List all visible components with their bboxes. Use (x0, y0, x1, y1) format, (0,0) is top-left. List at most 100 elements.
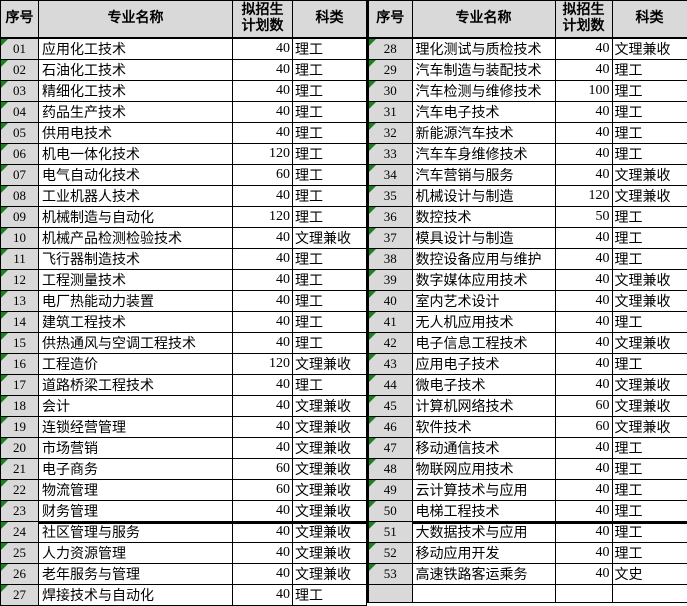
cell-major-name[interactable]: 人力资源管理 (38, 541, 233, 564)
cell-planned-enrollment[interactable]: 40 (554, 478, 613, 501)
cell-major-name[interactable]: 汽车制造与装配技术 (411, 58, 556, 81)
cell-planned-enrollment[interactable]: 50 (554, 205, 613, 228)
cell-serial-number[interactable]: 46 (367, 415, 413, 438)
cell-planned-enrollment[interactable]: 40 (232, 79, 293, 102)
header-serial-number[interactable]: 序号 (0, 0, 39, 39)
cell-planned-enrollment[interactable]: 40 (554, 457, 613, 480)
cell-planned-enrollment[interactable]: 100 (554, 79, 613, 102)
cell-major-name[interactable]: 无人机应用技术 (411, 310, 556, 333)
cell-serial-number[interactable]: 04 (0, 100, 39, 123)
cell-subject-category[interactable]: 理工 (611, 100, 687, 123)
cell-subject-category[interactable]: 理工 (611, 541, 687, 564)
cell-major-name[interactable]: 高速铁路客运乘务 (411, 562, 556, 585)
cell-planned-enrollment[interactable]: 120 (554, 184, 613, 207)
cell-serial-number[interactable]: 34 (367, 163, 413, 186)
cell-subject-category[interactable]: 理工 (611, 142, 687, 165)
cell-major-name[interactable]: 大数据技术与应用 (411, 520, 556, 543)
cell-planned-enrollment[interactable]: 40 (232, 58, 293, 81)
cell-subject-category[interactable]: 理工 (292, 373, 367, 396)
cell-planned-enrollment[interactable]: 40 (232, 268, 293, 291)
header-planned-enrollment[interactable]: 拟招生 计划数 (554, 0, 613, 39)
cell-serial-number[interactable]: 37 (367, 226, 413, 249)
cell-subject-category[interactable]: 理工 (292, 247, 367, 270)
cell-planned-enrollment[interactable]: 40 (554, 289, 613, 312)
cell-serial-number[interactable]: 26 (0, 562, 39, 585)
cell-planned-enrollment[interactable]: 60 (232, 457, 293, 480)
cell-planned-enrollment[interactable] (554, 583, 613, 603)
cell-subject-category[interactable]: 理工 (611, 121, 687, 144)
header-planned-enrollment[interactable]: 拟招生 计划数 (232, 0, 293, 39)
cell-subject-category[interactable]: 文理兼收 (292, 499, 367, 522)
cell-planned-enrollment[interactable]: 40 (232, 121, 293, 144)
cell-planned-enrollment[interactable]: 40 (232, 499, 293, 522)
cell-serial-number[interactable]: 13 (0, 289, 39, 312)
cell-serial-number[interactable]: 35 (367, 184, 413, 207)
cell-serial-number[interactable]: 28 (367, 37, 413, 60)
cell-major-name[interactable]: 会计 (38, 394, 233, 417)
cell-planned-enrollment[interactable]: 40 (232, 394, 293, 417)
cell-serial-number[interactable]: 33 (367, 142, 413, 165)
cell-major-name[interactable]: 软件技术 (411, 415, 556, 438)
cell-major-name[interactable]: 电梯工程技术 (411, 499, 556, 522)
cell-serial-number[interactable]: 12 (0, 268, 39, 291)
cell-major-name[interactable]: 机械设计与制造 (411, 184, 556, 207)
cell-serial-number[interactable]: 16 (0, 352, 39, 375)
cell-planned-enrollment[interactable]: 40 (232, 37, 293, 60)
cell-subject-category[interactable]: 文理兼收 (292, 415, 367, 438)
cell-subject-category[interactable]: 文理兼收 (292, 352, 367, 375)
cell-subject-category[interactable]: 文理兼收 (611, 289, 687, 312)
cell-subject-category[interactable]: 理工 (611, 352, 687, 375)
cell-subject-category[interactable]: 理工 (611, 79, 687, 102)
cell-subject-category[interactable]: 理工 (611, 436, 687, 459)
cell-planned-enrollment[interactable]: 40 (232, 100, 293, 123)
cell-planned-enrollment[interactable]: 40 (232, 562, 293, 585)
cell-serial-number[interactable]: 36 (367, 205, 413, 228)
cell-major-name[interactable]: 飞行器制造技术 (38, 247, 233, 270)
cell-major-name[interactable]: 电子信息工程技术 (411, 331, 556, 354)
cell-major-name[interactable]: 市场营销 (38, 436, 233, 459)
cell-major-name[interactable]: 计算机网络技术 (411, 394, 556, 417)
cell-serial-number[interactable]: 39 (367, 268, 413, 291)
cell-subject-category[interactable]: 文理兼收 (611, 373, 687, 396)
cell-major-name[interactable]: 数控设备应用与维护 (411, 247, 556, 270)
cell-major-name[interactable]: 汽车检测与维修技术 (411, 79, 556, 102)
header-serial-number[interactable]: 序号 (367, 0, 413, 39)
cell-planned-enrollment[interactable]: 60 (554, 394, 613, 417)
cell-planned-enrollment[interactable]: 40 (232, 541, 293, 564)
cell-serial-number[interactable]: 50 (367, 499, 413, 522)
cell-serial-number[interactable]: 01 (0, 37, 39, 60)
cell-serial-number[interactable]: 53 (367, 562, 413, 585)
cell-subject-category[interactable]: 理工 (611, 520, 687, 543)
cell-subject-category[interactable]: 文史 (611, 562, 687, 585)
cell-major-name[interactable]: 数字媒体应用技术 (411, 268, 556, 291)
cell-planned-enrollment[interactable]: 40 (554, 37, 613, 60)
cell-subject-category[interactable]: 文理兼收 (292, 478, 367, 501)
cell-planned-enrollment[interactable]: 60 (232, 163, 293, 186)
cell-major-name[interactable]: 工业机器人技术 (38, 184, 233, 207)
cell-planned-enrollment[interactable]: 40 (554, 100, 613, 123)
cell-serial-number[interactable]: 24 (0, 520, 39, 543)
cell-serial-number[interactable]: 15 (0, 331, 39, 354)
cell-planned-enrollment[interactable]: 40 (554, 163, 613, 186)
cell-subject-category[interactable]: 文理兼收 (611, 37, 687, 60)
cell-serial-number[interactable]: 31 (367, 100, 413, 123)
cell-serial-number[interactable]: 52 (367, 541, 413, 564)
cell-major-name[interactable]: 电子商务 (38, 457, 233, 480)
cell-planned-enrollment[interactable]: 40 (232, 520, 293, 543)
cell-planned-enrollment[interactable]: 120 (232, 205, 293, 228)
cell-planned-enrollment[interactable]: 40 (554, 268, 613, 291)
cell-subject-category[interactable]: 文理兼收 (292, 226, 367, 249)
cell-planned-enrollment[interactable]: 40 (554, 247, 613, 270)
cell-major-name[interactable] (411, 583, 556, 603)
cell-major-name[interactable]: 供用电技术 (38, 121, 233, 144)
cell-subject-category[interactable]: 文理兼收 (611, 394, 687, 417)
cell-subject-category[interactable]: 理工 (292, 100, 367, 123)
cell-serial-number[interactable]: 09 (0, 205, 39, 228)
cell-planned-enrollment[interactable]: 40 (232, 373, 293, 396)
cell-planned-enrollment[interactable]: 40 (554, 331, 613, 354)
cell-planned-enrollment[interactable]: 40 (554, 520, 613, 543)
cell-major-name[interactable]: 汽车电子技术 (411, 100, 556, 123)
cell-serial-number[interactable]: 40 (367, 289, 413, 312)
cell-planned-enrollment[interactable]: 40 (554, 142, 613, 165)
cell-subject-category[interactable]: 理工 (292, 58, 367, 81)
